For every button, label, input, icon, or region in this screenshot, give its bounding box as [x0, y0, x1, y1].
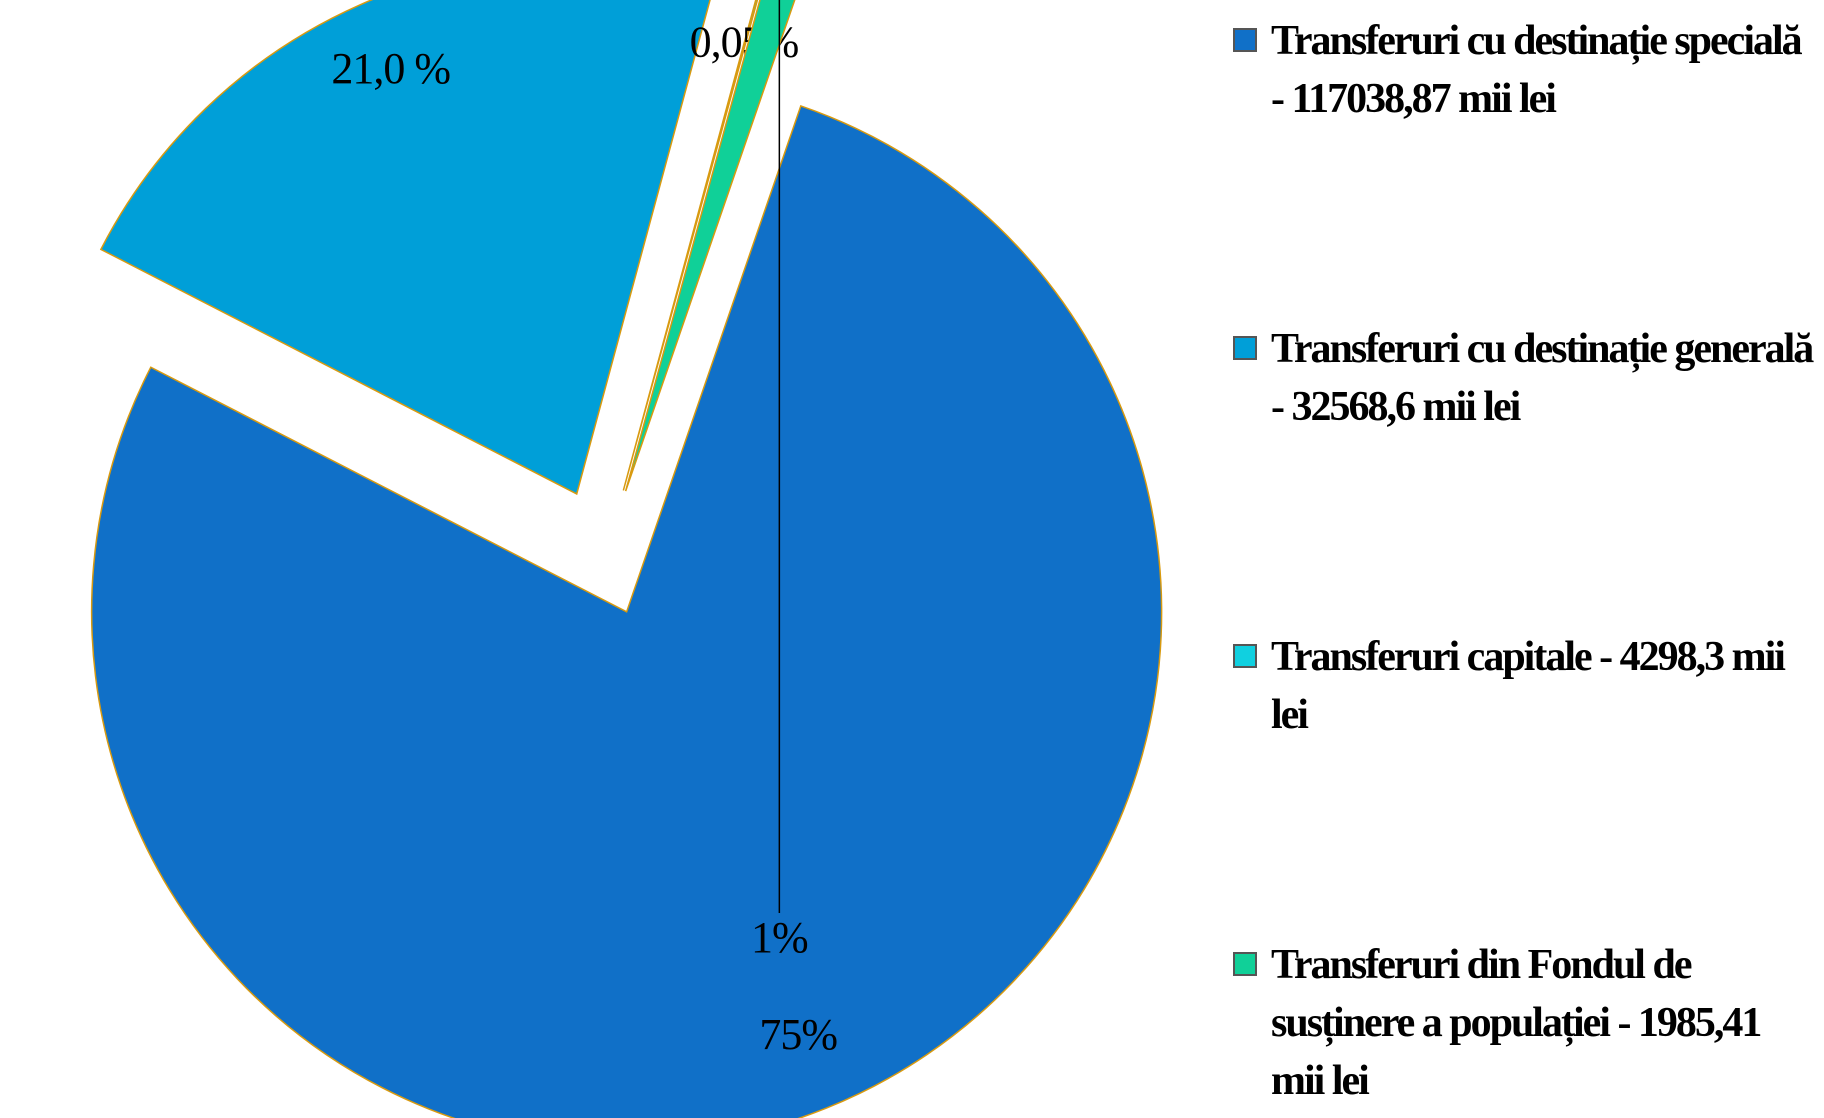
legend-label: Transferuri capitale - 4298,3 mii lei [1271, 634, 1786, 738]
legend-entry: Transferuri cu destinație specială - 117… [1233, 12, 1818, 128]
legend-entry: Transferuri cu destinație generală - 325… [1233, 320, 1818, 436]
data-label: 21,0 % [331, 44, 450, 93]
data-label: 1% [751, 913, 808, 962]
legend-entry: Transferuri din Fondul de susținere a po… [1233, 936, 1818, 1110]
legend-label: Transferuri cu destinație generală - 325… [1271, 326, 1814, 430]
legend-label: Transferuri din Fondul de susținere a po… [1271, 942, 1762, 1104]
pie-slice [99, 0, 711, 496]
legend-swatch [1233, 28, 1257, 52]
legend-swatch [1233, 952, 1257, 976]
legend-swatch [1233, 336, 1257, 360]
legend-swatch [1233, 644, 1257, 668]
legend-label: Transferuri cu destinație specială - 117… [1271, 18, 1803, 122]
data-label: 75% [759, 1010, 837, 1059]
pie-slice [90, 105, 1163, 1118]
legend-entry: Transferuri capitale - 4298,3 mii lei [1233, 628, 1818, 744]
